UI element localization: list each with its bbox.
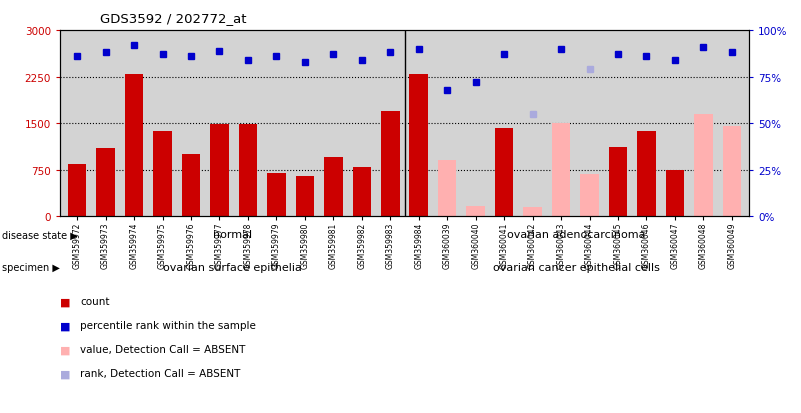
Bar: [609, 147, 627, 217]
Bar: [125, 74, 143, 217]
Bar: [381, 112, 400, 217]
Text: ovarian cancer epithelial cells: ovarian cancer epithelial cells: [493, 263, 660, 273]
Bar: [96, 149, 115, 217]
Text: rank, Detection Call = ABSENT: rank, Detection Call = ABSENT: [80, 368, 240, 378]
Bar: [495, 129, 513, 217]
Bar: [153, 131, 171, 217]
Bar: [352, 167, 371, 217]
Bar: [580, 175, 599, 217]
Text: count: count: [80, 297, 110, 306]
Bar: [239, 125, 257, 217]
Bar: [666, 170, 684, 217]
Text: ■: ■: [60, 344, 70, 354]
Text: ovarian adenocarcinoma: ovarian adenocarcinoma: [508, 230, 646, 240]
Bar: [523, 207, 541, 217]
Bar: [210, 125, 229, 217]
Bar: [324, 158, 343, 217]
Text: normal: normal: [213, 230, 252, 240]
Text: ovarian surface epithelia: ovarian surface epithelia: [163, 263, 302, 273]
Text: ■: ■: [60, 368, 70, 378]
Bar: [438, 161, 457, 217]
Bar: [552, 124, 570, 217]
Text: disease state ▶: disease state ▶: [2, 230, 78, 240]
Bar: [182, 155, 200, 217]
Bar: [466, 207, 485, 217]
Bar: [723, 127, 741, 217]
Text: percentile rank within the sample: percentile rank within the sample: [80, 320, 256, 330]
Bar: [268, 173, 286, 217]
Bar: [409, 74, 428, 217]
Bar: [638, 131, 656, 217]
Text: GDS3592 / 202772_at: GDS3592 / 202772_at: [100, 12, 247, 25]
Bar: [694, 114, 713, 217]
Bar: [68, 164, 87, 217]
Text: ■: ■: [60, 320, 70, 330]
Text: specimen ▶: specimen ▶: [2, 263, 59, 273]
Text: ■: ■: [60, 297, 70, 306]
Bar: [296, 177, 314, 217]
Text: value, Detection Call = ABSENT: value, Detection Call = ABSENT: [80, 344, 245, 354]
